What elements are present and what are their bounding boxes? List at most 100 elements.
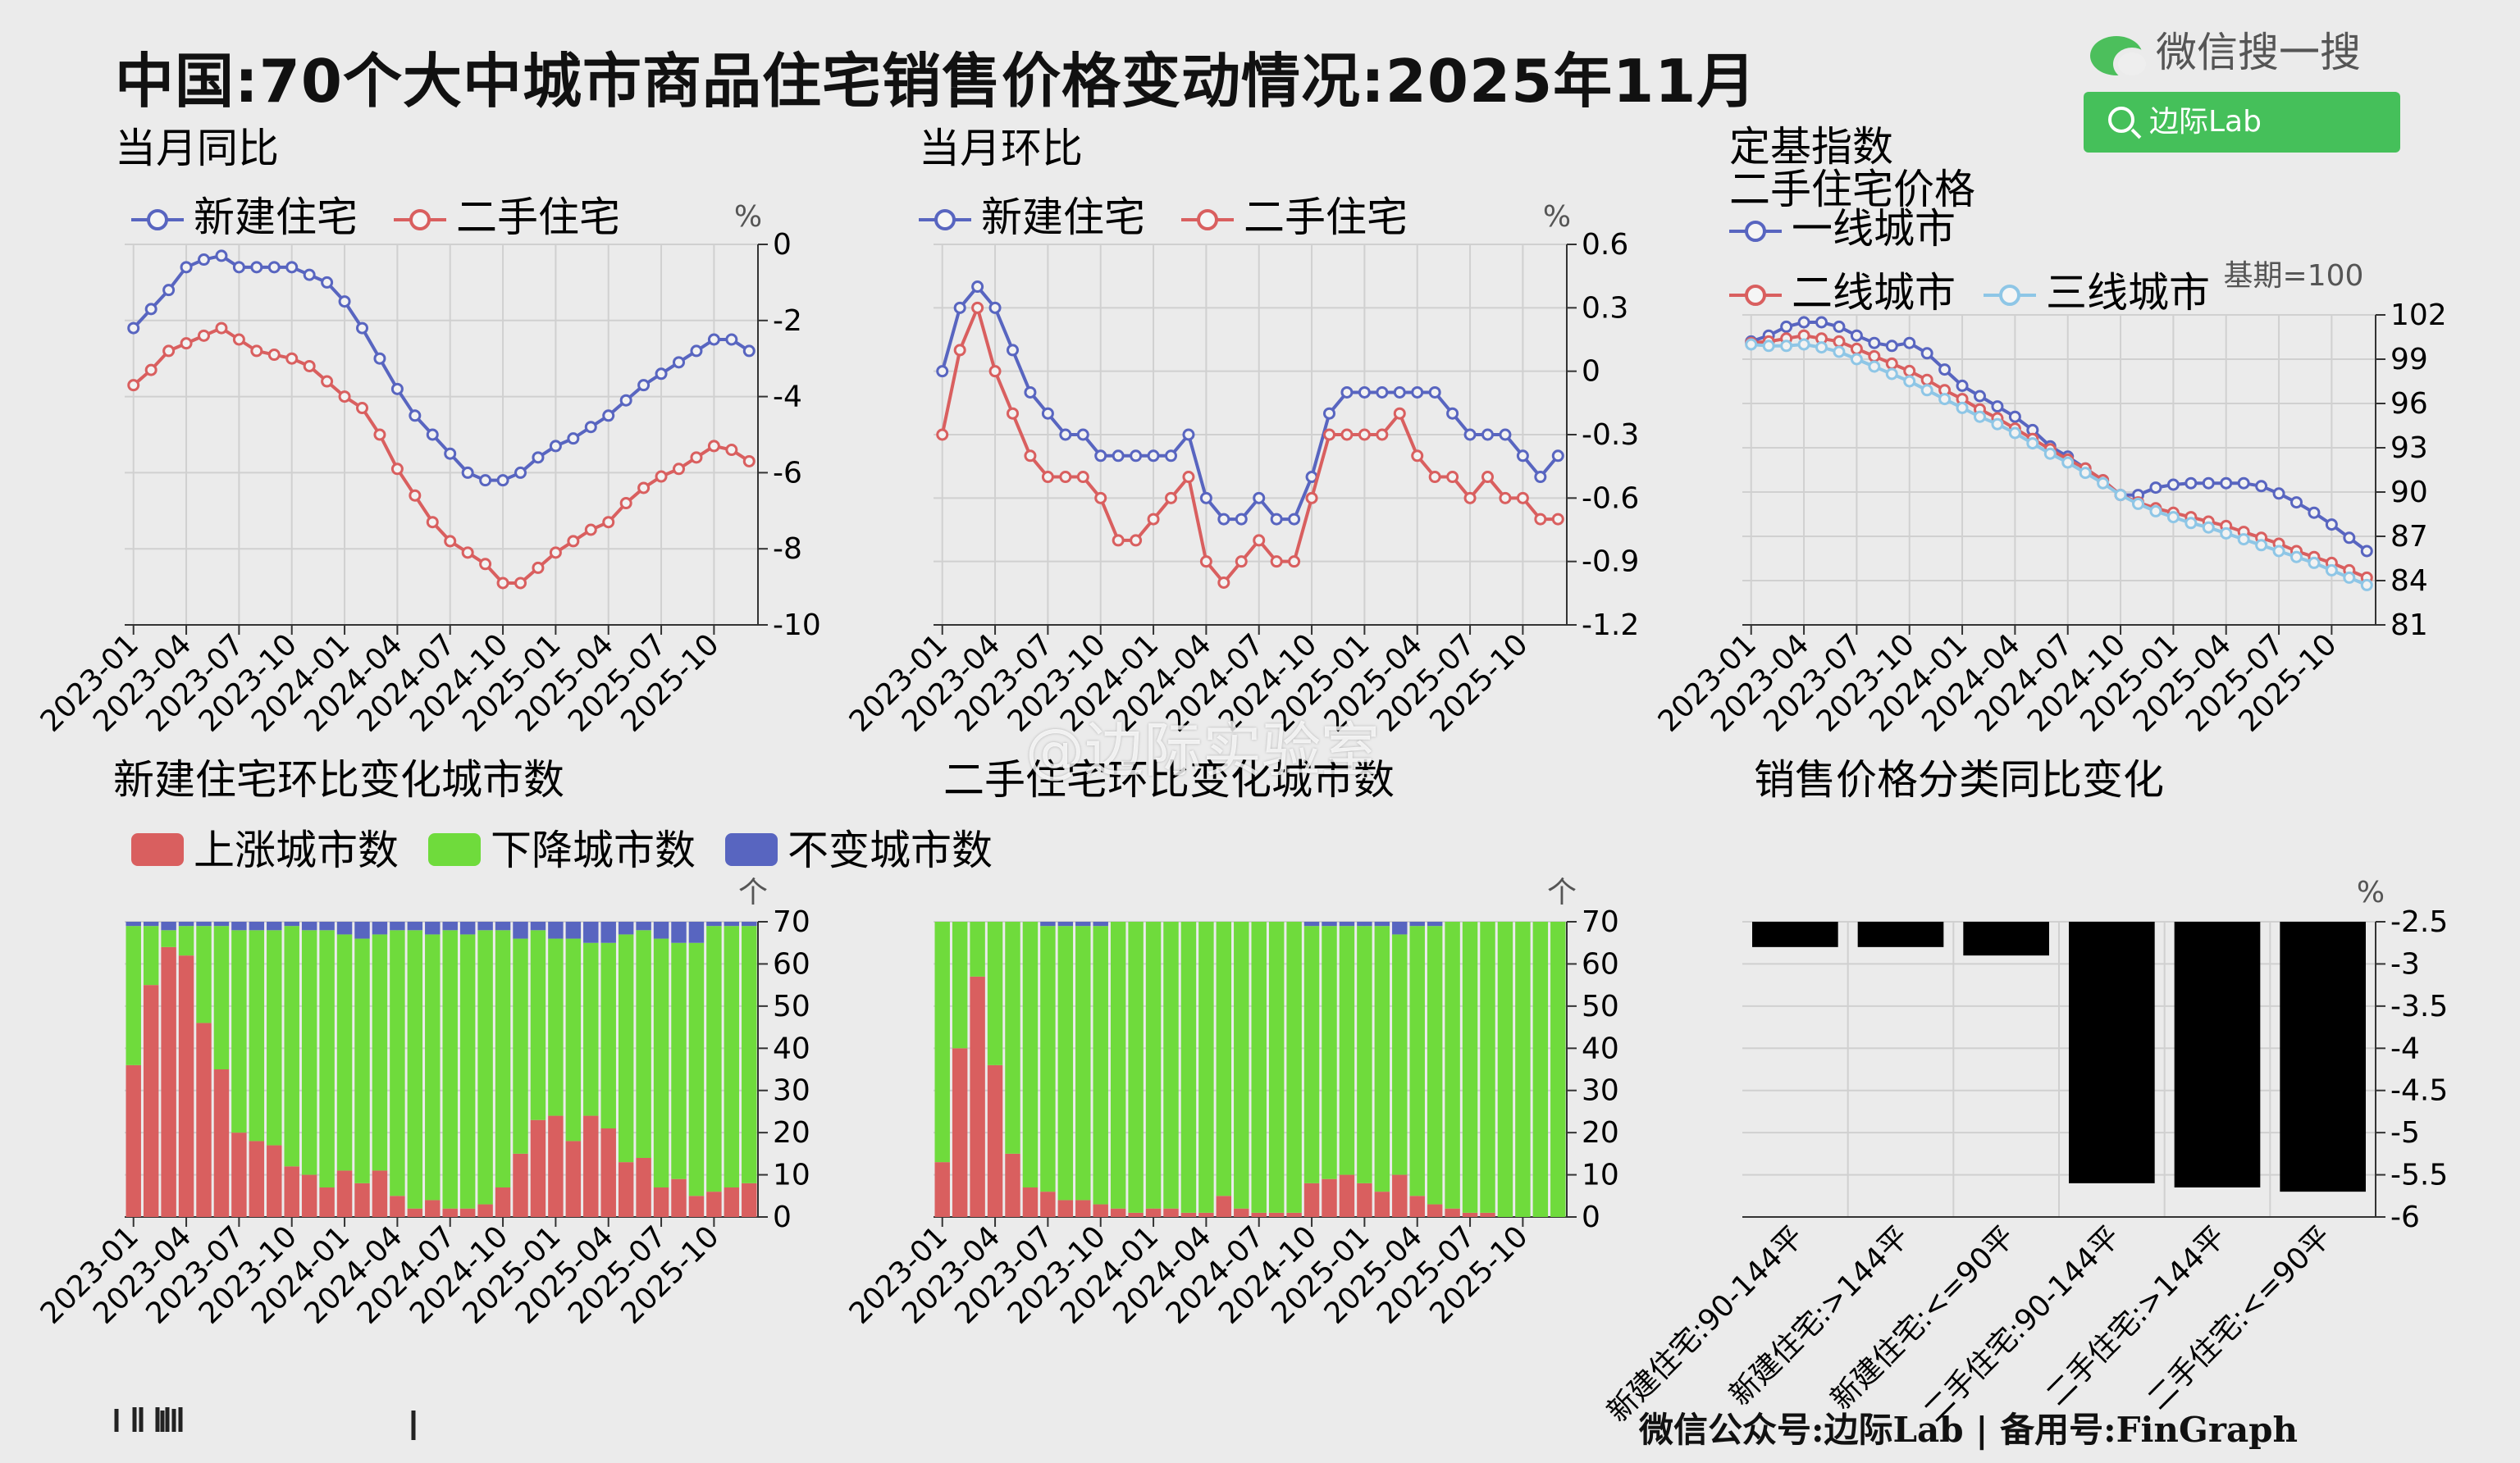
new-counts-bar-0: [477, 1204, 493, 1217]
yoy-point-1: [250, 344, 263, 358]
mom-point-0: [1024, 385, 1037, 399]
mom-point-1: [936, 428, 949, 441]
yoy-point-1: [707, 440, 720, 453]
index-point-0: [2343, 531, 2356, 545]
new-counts-bar-1: [319, 930, 335, 1187]
new-counts-bar-2: [284, 922, 299, 927]
mom-point-1: [1024, 449, 1037, 463]
second-counts-ytick-label: 40: [1582, 1032, 1619, 1065]
new-counts-bar-0: [126, 1064, 141, 1217]
yoy-point-0: [619, 394, 632, 407]
yoy-point-0: [690, 344, 703, 358]
mom-point-0: [1199, 491, 1212, 504]
new-counts-bar-2: [372, 922, 388, 935]
categories-xtick-label: 新建住宅:<=90平: [1824, 1219, 2021, 1416]
yoy-point-1: [127, 379, 140, 392]
index-point-2: [2079, 467, 2092, 480]
categories-xtick-label: 二手住宅:90-144平: [1918, 1219, 2127, 1429]
new-counts-bar-2: [390, 922, 405, 931]
mom-point-0: [988, 301, 1002, 314]
index-point-2: [1991, 417, 2004, 431]
index-series-line-0: [1751, 321, 2368, 553]
second-counts-ytick-label: 60: [1582, 947, 1619, 981]
new-counts-ytick-label: 20: [773, 1116, 810, 1150]
second-counts-bar-1: [1286, 922, 1302, 1213]
yoy-point-1: [303, 359, 316, 372]
categories-bar: [1963, 922, 2049, 956]
index-point-2: [2325, 563, 2338, 577]
yoy-point-0: [356, 321, 368, 335]
mom-point-0: [1411, 385, 1424, 399]
new-counts-bar-0: [530, 1119, 546, 1217]
mom-ytick-label: 0: [1582, 355, 1600, 389]
mom-point-0: [1551, 449, 1564, 463]
second-counts-bar-1: [1339, 926, 1355, 1175]
second-counts-ytick-label: 10: [1582, 1159, 1619, 1192]
new-counts-bar-0: [301, 1174, 317, 1217]
second-counts-bar-0: [1163, 1208, 1179, 1217]
second-counts-bar-0: [952, 1048, 968, 1217]
index-point-0: [1991, 400, 2004, 413]
search-button[interactable]: 边际Lab: [2084, 92, 2400, 153]
mom-point-1: [1112, 534, 1125, 547]
mom-point-0: [1253, 491, 1266, 504]
index-subtitle: 二手住宅价格: [1729, 166, 1975, 213]
new-counts-bar-1: [372, 934, 388, 1171]
index-point-2: [1762, 340, 1775, 353]
new-counts-bar-0: [372, 1170, 388, 1217]
mom-point-1: [971, 301, 984, 314]
yoy-point-0: [707, 333, 720, 346]
second-counts-bar-0: [1234, 1208, 1249, 1217]
yoy-point-1: [321, 375, 334, 388]
new-counts-bar-2: [249, 922, 265, 931]
new-counts-unit-label: 个: [738, 876, 768, 909]
yoy-point-1: [285, 352, 299, 365]
new-counts-bar-1: [178, 926, 194, 956]
mom-point-0: [1235, 513, 1248, 526]
index-point-2: [1850, 353, 1863, 366]
yoy-point-1: [444, 535, 457, 548]
mom-point-0: [1393, 385, 1406, 399]
second-counts-bar-0: [1110, 1208, 1126, 1217]
yoy-point-0: [426, 428, 439, 441]
index-point-0: [1920, 347, 1933, 360]
index-legend-label: 一线城市: [1792, 205, 1956, 253]
mom-point-1: [1235, 555, 1248, 568]
second-counts-bar-1: [952, 922, 968, 1049]
yoy-point-0: [321, 276, 334, 289]
index-point-0: [1903, 336, 1916, 349]
index-point-2: [1815, 341, 1828, 354]
new-counts-bar-0: [336, 1170, 353, 1217]
index-point-2: [2043, 447, 2057, 460]
second-counts-bar-1: [1128, 922, 1144, 1213]
new-counts-bar-2: [178, 922, 194, 927]
mom-point-1: [1358, 428, 1371, 441]
new-counts-bar-2: [583, 922, 599, 943]
mom-point-0: [1428, 385, 1441, 399]
yoy-point-0: [250, 261, 263, 274]
new-counts-ytick-label: 30: [773, 1074, 810, 1108]
mom-point-1: [1270, 555, 1283, 568]
new-counts-bar-0: [267, 1145, 282, 1217]
mom-point-1: [1130, 534, 1143, 547]
mom-ytick-label: -1.2: [1582, 608, 1639, 642]
index-point-2: [1797, 338, 1810, 351]
new-counts-bar-1: [390, 930, 405, 1196]
new-counts-bar-2: [742, 922, 757, 927]
mom-point-0: [1165, 449, 1177, 463]
yoy-point-1: [409, 489, 422, 502]
new-counts-bar-2: [671, 922, 687, 943]
new-counts-bar-0: [178, 955, 194, 1217]
new-counts-bar-2: [706, 922, 722, 927]
mom-title: 当月环比: [919, 125, 1083, 172]
mom-point-0: [1041, 407, 1054, 420]
second-counts-bar-0: [1374, 1192, 1390, 1217]
new-counts-bar-2: [442, 922, 458, 931]
new-counts-ytick-label: 70: [773, 905, 810, 939]
yoy-point-0: [461, 466, 474, 479]
new-counts-ytick-label: 40: [773, 1032, 810, 1065]
categories-ytick-label: -5: [2390, 1116, 2420, 1150]
mom-point-1: [1041, 471, 1054, 484]
index-title: 定基指数: [1729, 123, 1893, 171]
mom-series-line-0: [940, 284, 1559, 522]
